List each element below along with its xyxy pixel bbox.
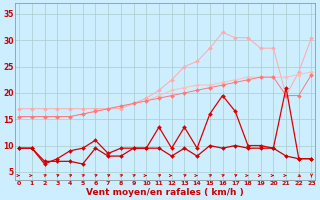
X-axis label: Vent moyen/en rafales ( km/h ): Vent moyen/en rafales ( km/h ) bbox=[86, 188, 244, 197]
